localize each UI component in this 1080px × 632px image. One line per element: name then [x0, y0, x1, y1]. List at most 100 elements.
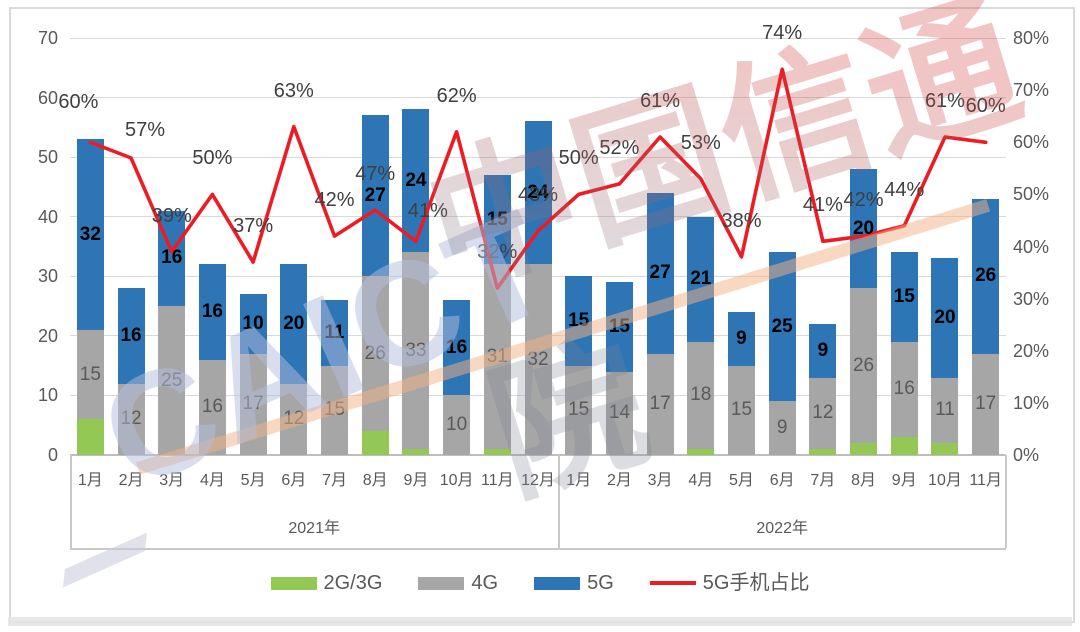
bar-segment-2g3g [890, 437, 918, 455]
line-point-label: 39% [151, 204, 192, 227]
right-axis-tick: 10% [1013, 392, 1050, 413]
legend-item-4g: 4G [418, 572, 498, 594]
right-axis-tick: 0% [1013, 445, 1040, 465]
month-label: 3月 [159, 472, 185, 489]
bar-segment-2g3g [931, 443, 959, 455]
month-label: 11月 [969, 472, 1002, 489]
bar-segment-4g [76, 329, 104, 420]
line-point-label: 57% [125, 118, 166, 141]
line-point-label: 32% [477, 241, 518, 264]
left-axis-tick: 70 [37, 28, 58, 48]
legend-label: 5G [587, 572, 614, 594]
watermark-bottom-band [8, 617, 1072, 626]
bar-value-label-4g: 15 [568, 399, 590, 421]
bar-value-label-4g: 14 [608, 402, 630, 424]
right-axis-tick: 60% [1013, 132, 1050, 153]
month-label: 10月 [439, 472, 474, 489]
bar-value-label-5g: 16 [161, 247, 183, 269]
right-axis-tick: 70% [1013, 80, 1050, 101]
line-point-label: 50% [558, 147, 599, 170]
month-label: 1月 [77, 472, 103, 489]
bar-segment-2g3g [850, 443, 878, 455]
legend-color-swatch [418, 576, 465, 590]
bar-value-label-5g: 15 [568, 309, 590, 331]
month-label: 1月 [566, 472, 592, 489]
line-point-label: 41% [407, 200, 448, 223]
month-label: 8月 [851, 472, 877, 489]
right-axis-tick: 30% [1013, 288, 1050, 309]
right-axis-tick: 80% [1013, 28, 1050, 48]
bar-value-label-5g: 20 [852, 217, 875, 239]
bar-value-label-5g: 20 [283, 312, 305, 334]
gridline [70, 37, 1006, 39]
bar-value-label-5g: 21 [690, 268, 712, 290]
bar-value-label-5g: 9 [817, 339, 829, 361]
month-label: 5月 [240, 472, 266, 489]
bar-value-label-5g: 16 [201, 301, 223, 323]
axis-divider [70, 455, 72, 548]
bar-value-label-4g: 26 [852, 354, 875, 376]
axis-box-bottom [70, 548, 1006, 550]
line-point-label: 60% [58, 91, 99, 114]
bar-value-label-5g: 20 [934, 306, 956, 328]
legend-label: 2G/3G [323, 572, 383, 594]
line-point-label: 53% [680, 131, 721, 154]
bar-value-label-4g: 32 [527, 348, 549, 370]
line-point-label: 60% [965, 95, 1006, 118]
line-point-label: 38% [721, 209, 762, 232]
legend-item-2g3g: 2G/3G [270, 572, 383, 594]
legend-color-swatch [270, 576, 317, 590]
bar-value-label-4g: 12 [283, 408, 305, 430]
line-point-label: 43% [517, 183, 559, 206]
bar-value-label-4g: 15 [323, 399, 346, 421]
bar-value-label-5g: 27 [364, 184, 386, 206]
month-label: 7月 [810, 472, 836, 489]
line-point-label: 61% [924, 90, 965, 113]
bar-value-label-5g: 27 [649, 262, 671, 284]
bar-value-label-4g: 31 [486, 345, 508, 367]
bar-value-label-4g: 9 [776, 417, 788, 439]
line-point-label: 63% [273, 79, 314, 102]
year-label: 2021年 [288, 520, 340, 537]
line-point-label: 42% [843, 189, 884, 212]
line-point-label: 44% [884, 178, 925, 201]
bar-value-label-4g: 16 [201, 396, 223, 418]
month-label: 9月 [891, 472, 917, 489]
line-point-label: 42% [314, 189, 355, 212]
bar-value-label-4g: 15 [79, 363, 101, 385]
axis-divider [558, 455, 560, 548]
month-label: 6月 [769, 472, 795, 489]
bar-value-label-4g: 17 [242, 393, 264, 415]
bar-value-label-4g: 16 [893, 378, 915, 400]
bar-value-label-5g: 11 [324, 321, 345, 343]
bar-value-label-4g: 18 [690, 384, 712, 406]
axis-divider [1005, 455, 1007, 548]
bar-value-label-4g: 12 [812, 402, 834, 424]
legend-item-5g手机占比: 5G手机占比 [649, 572, 809, 594]
line-point-label: 52% [599, 136, 640, 159]
line-point-label: 41% [802, 194, 843, 217]
line-point-label: 37% [233, 215, 274, 238]
line-point-label: 61% [640, 90, 681, 113]
bar-value-label-5g: 26 [975, 265, 997, 287]
month-label: 9月 [403, 472, 429, 489]
month-label: 8月 [362, 472, 388, 489]
bar-value-label-4g: 26 [364, 342, 386, 364]
legend-label: 4G [471, 572, 499, 594]
right-axis-tick: 40% [1013, 236, 1050, 257]
line-point-label: 74% [762, 22, 803, 45]
bar-value-label-4g: 10 [446, 414, 468, 436]
legend-color-swatch [534, 576, 581, 590]
bar-segment-2g3g [687, 449, 715, 455]
month-label: 11月 [480, 472, 514, 489]
line-point-label: 50% [192, 147, 233, 170]
bar-value-label-4g: 17 [649, 393, 671, 415]
line-point-label: 47% [355, 163, 396, 185]
bar-value-label-5g: 25 [771, 315, 793, 337]
bar-segment-2g3g [76, 419, 104, 455]
left-axis-tick: 60 [37, 87, 58, 108]
bar-value-label-5g: 15 [893, 286, 915, 308]
right-axis-tick: 20% [1013, 340, 1050, 361]
bar-value-label-4g: 15 [730, 399, 753, 421]
left-axis-tick: 50 [37, 147, 58, 168]
